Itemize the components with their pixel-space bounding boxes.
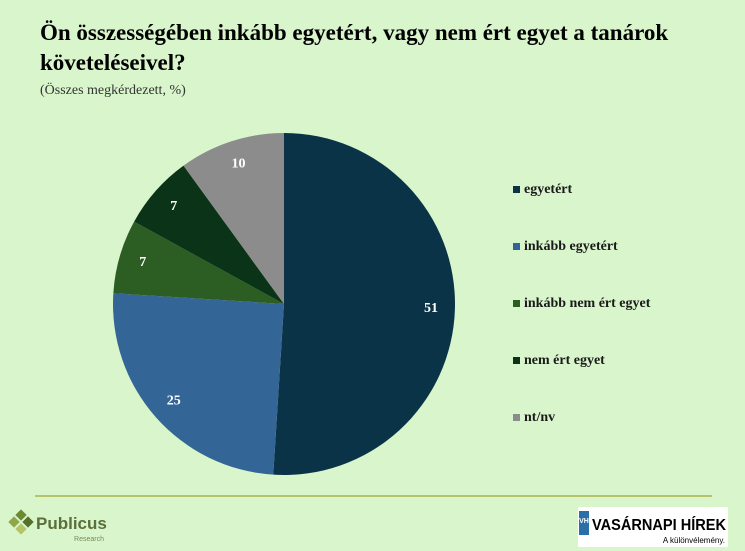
legend-swatch — [513, 414, 520, 421]
legend-label: inkább nem ért egyet — [524, 296, 651, 311]
vh-logo: VH VASÁRNAPI HÍREK A különvélemény. — [578, 507, 728, 547]
logo-text: Publicus — [36, 514, 107, 533]
logo-text: VASÁRNAPI HÍREK — [592, 515, 726, 534]
chart-subtitle: (Összes megkérdezett, %) — [40, 81, 186, 98]
logo-box — [578, 507, 728, 547]
legend-label: inkább egyetért — [524, 239, 618, 254]
legend-swatch — [513, 243, 520, 250]
chart-title: Ön összességében inkább egyetért, vagy n… — [40, 20, 669, 75]
pie-slice — [183, 133, 284, 304]
legend-swatch — [513, 300, 520, 307]
logo-subtext: A különvélemény. — [663, 536, 725, 545]
title-box: Ön összességében inkább egyetért, vagy n… — [40, 20, 669, 75]
legend-swatch — [513, 186, 520, 193]
legend: egyetért inkább egyetért inkább nem ért eg… — [513, 182, 651, 425]
data-label: 25 — [167, 393, 181, 408]
legend-swatch — [513, 357, 520, 364]
pie-slice — [112, 293, 285, 475]
logo-badge-text: VH — [579, 518, 589, 525]
pie: 51 25 7 7 10 — [112, 133, 456, 475]
pie-slice — [134, 165, 284, 304]
data-label: 7 — [170, 199, 177, 214]
logo-subtext: Research — [74, 536, 104, 543]
pie-slice — [273, 133, 456, 475]
data-label: 51 — [424, 301, 438, 316]
logo-badge — [579, 511, 589, 535]
legend-label: nt/nv — [524, 410, 555, 425]
legend-label: egyetért — [524, 182, 573, 197]
data-label: 7 — [139, 255, 146, 270]
legend-label: nem ért egyet — [524, 353, 605, 368]
pie-slice — [113, 221, 284, 304]
data-label: 10 — [232, 156, 246, 171]
